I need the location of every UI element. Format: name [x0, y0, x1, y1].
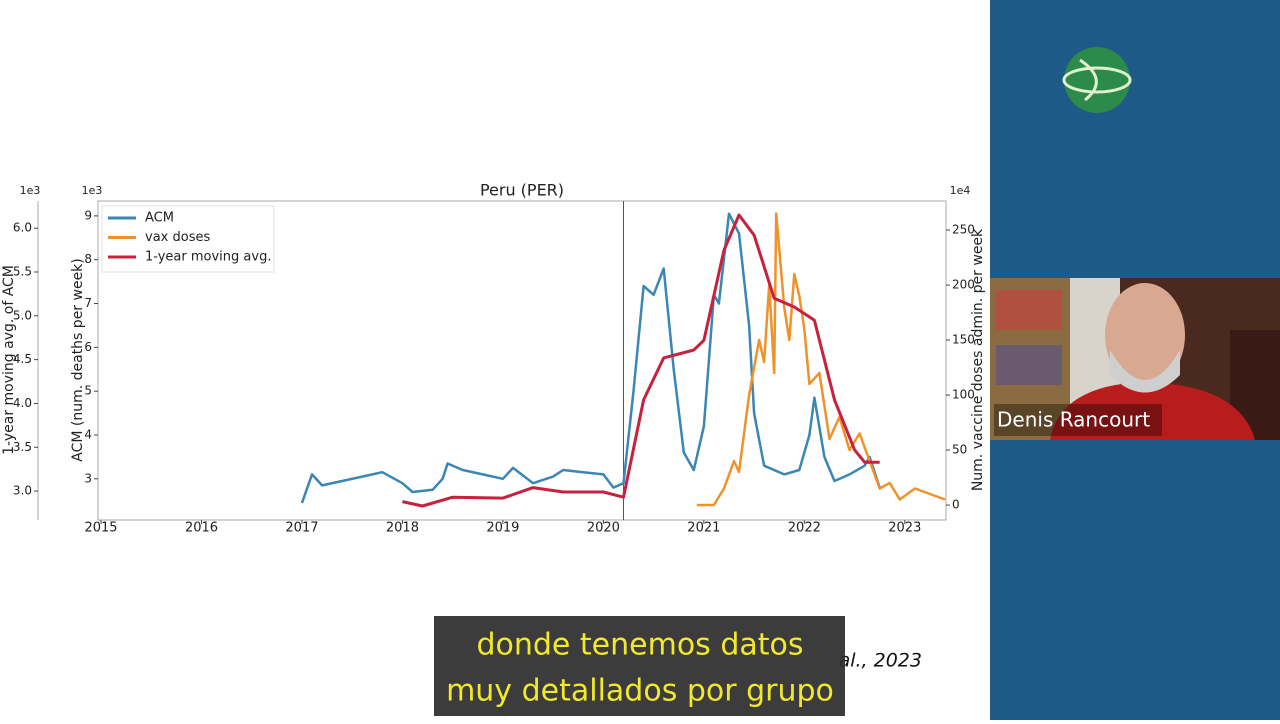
y-tick-label: 3.0 [13, 484, 32, 498]
series-line [300, 212, 881, 504]
x-tick-label: 2022 [788, 521, 821, 536]
x-tick-label: 2016 [185, 521, 218, 536]
logo [1062, 47, 1132, 113]
y-tick-label: 100 [952, 388, 975, 402]
plot-frame [97, 200, 947, 521]
citation: al., 2023 [839, 650, 922, 672]
x-tick-label: 2019 [486, 521, 519, 536]
y-tick-label: 4.0 [13, 396, 32, 410]
x-tick-label: 2023 [888, 521, 921, 536]
slide-bg [0, 0, 990, 720]
speaker-name: Denis Rancourt [997, 408, 1150, 432]
x-tick-label: 2017 [285, 521, 318, 536]
x-tick-label: 2021 [687, 521, 720, 536]
y-tick-label: 0 [952, 498, 960, 512]
y-axis-label: ACM (num. deaths per week) [70, 258, 86, 462]
y-tick-label: 6.0 [13, 221, 32, 235]
y-tick-label: 200 [952, 278, 975, 292]
y-tick-label: 8 [84, 252, 92, 266]
subtitle-box [434, 616, 845, 716]
y-scale-label: 1e3 [82, 184, 103, 197]
y-tick-label: 50 [952, 443, 967, 457]
subtitle-line: muy detallados por grupo [446, 674, 834, 709]
y2-axis-label: Num. vaccine doses admin. per week [970, 228, 986, 491]
chart-title: Peru (PER) [480, 181, 564, 200]
y2-scale-label: 1e4 [950, 184, 971, 197]
y-tick-label: 5.0 [13, 308, 32, 322]
x-tick-label: 2018 [386, 521, 419, 536]
series-line [696, 212, 946, 507]
y-tick-label: 6 [84, 340, 92, 354]
y3-axis-label: 1-year moving avg. of ACM [1, 265, 17, 455]
y-tick-label: 4.5 [13, 352, 32, 366]
y3-scale-label: 1e3 [20, 184, 41, 197]
y-tick-label: 3 [84, 471, 92, 485]
y-tick-label: 150 [952, 333, 975, 347]
y-tick-label: 5 [84, 384, 92, 398]
y-tick-label: 5.5 [13, 264, 32, 278]
y-tick-label: 4 [84, 427, 92, 441]
y-tick-label: 9 [84, 208, 92, 222]
webcam [990, 278, 1280, 440]
y-tick-label: 250 [952, 223, 975, 237]
x-tick-label: 2020 [587, 521, 620, 536]
legend-label: ACM [145, 211, 174, 226]
subtitle-line: donde tenemos datos [476, 628, 803, 663]
y-tick-label: 7 [84, 296, 92, 310]
y-tick-label: 3.5 [13, 440, 32, 454]
x-tick-label: 2015 [84, 521, 117, 536]
legend-label: vax doses [145, 230, 210, 245]
legend-label: 1-year moving avg. [145, 250, 271, 265]
series-line [402, 213, 880, 508]
